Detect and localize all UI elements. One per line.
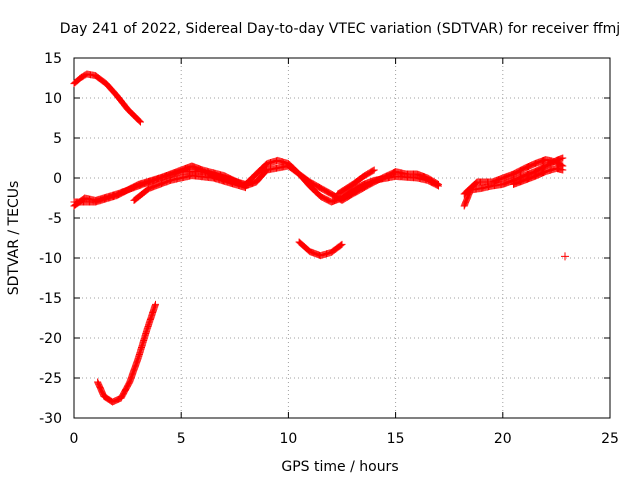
- chart-title: Day 241 of 2022, Sidereal Day-to-day VTE…: [60, 21, 620, 37]
- plot-frame: [73, 57, 611, 419]
- y-tick-label: -25: [39, 371, 62, 387]
- data-point-outlier: [561, 252, 569, 261]
- data-point-late-band-c: [559, 166, 567, 174]
- data-point-upper-arc: [135, 116, 143, 124]
- data-point-main-band-b: [435, 180, 442, 188]
- data-point-main-band-d: [369, 167, 377, 175]
- y-axis-ticks: 15 10 5 0 -5 -10 -15 -20 -25 -30: [39, 51, 610, 427]
- data-point-mid-arc: [337, 241, 345, 249]
- y-tick-label: 15: [44, 51, 62, 67]
- y-axis-label: SDTVAR / TECUs: [6, 181, 22, 296]
- y-tick-label: -10: [39, 251, 62, 267]
- y-tick-label: -20: [39, 331, 62, 347]
- y-tick-label: 5: [53, 131, 62, 147]
- data-point-upper-arc: [136, 117, 144, 125]
- y-tick-label: -15: [39, 291, 62, 307]
- grid: [74, 58, 610, 418]
- y-tick-label: -30: [39, 411, 62, 427]
- x-tick-label: 10: [279, 431, 297, 447]
- x-axis-ticks: 0 5 10 15 20 25: [70, 58, 619, 447]
- data-point-main-band-d: [370, 166, 378, 174]
- x-tick-label: 0: [70, 431, 79, 447]
- data-points: [70, 70, 569, 406]
- data-point-mid-arc: [338, 240, 346, 248]
- data-point-main-band-b: [433, 180, 441, 188]
- x-tick-label: 20: [494, 431, 512, 447]
- x-tick-label: 25: [601, 431, 619, 447]
- data-point-lower-arc: [152, 300, 159, 308]
- y-tick-label: -5: [48, 211, 62, 227]
- y-tick-label: 10: [44, 91, 62, 107]
- x-axis-label: GPS time / hours: [281, 459, 398, 475]
- y-tick-label: 0: [53, 171, 62, 187]
- data-point-upper-arc: [137, 118, 144, 126]
- data-point-main-band-c: [242, 184, 249, 192]
- data-point-late-band-a: [559, 154, 567, 162]
- x-tick-label: 5: [177, 431, 186, 447]
- x-tick-label: 15: [387, 431, 405, 447]
